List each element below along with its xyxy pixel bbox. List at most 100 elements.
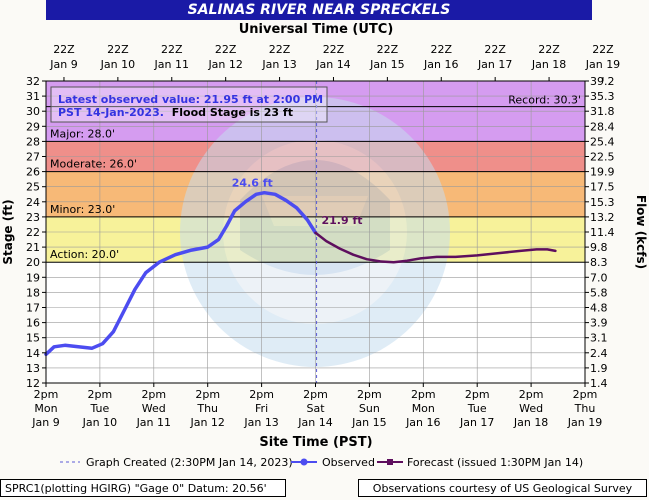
top-tick-time: 22Z [215, 43, 237, 56]
bottom-tick-day: Mon [412, 402, 435, 415]
left-tick-label: 17 [26, 302, 40, 315]
right-tick-label: 22.5 [590, 151, 615, 164]
left-tick-label: 27 [26, 151, 40, 164]
bottom-tick-time: 2pm [195, 388, 220, 401]
top-tick-time: 22Z [53, 43, 75, 56]
right-axis-title: Flow (kcfs) [634, 195, 648, 269]
top-tick-time: 22Z [107, 43, 129, 56]
bottom-tick-date: Jan 11 [136, 416, 171, 429]
right-tick-label: 3.9 [590, 317, 608, 330]
bottom-tick-date: Jan 19 [567, 416, 602, 429]
bottom-tick-date: Jan 9 [31, 416, 59, 429]
left-tick-label: 20 [26, 256, 40, 269]
bottom-tick-time: 2pm [573, 388, 598, 401]
bottom-tick-day: Thu [196, 402, 218, 415]
right-tick-label: 11.4 [590, 226, 615, 239]
top-tick-date: Jan 14 [315, 58, 350, 71]
bottom-tick-time: 2pm [303, 388, 328, 401]
observed-series-line [44, 190, 318, 357]
flood-zone-label: Minor: 23.0' [50, 203, 115, 216]
right-tick-label: 19.9 [590, 166, 615, 179]
top-tick-time: 22Z [484, 43, 506, 56]
peak-label: 24.6 ft [232, 177, 273, 190]
bottom-tick-day: Wed [142, 402, 166, 415]
credit-footer: Observations courtesy of US Geological S… [358, 479, 647, 497]
left-tick-label: 29 [26, 120, 40, 133]
right-tick-label: 25.4 [590, 135, 615, 148]
bottom-tick-date: Jan 12 [189, 416, 224, 429]
right-tick-label: 39.2 [590, 75, 615, 88]
top-tick-date: Jan 9 [49, 58, 77, 71]
top-tick-time: 22Z [269, 43, 291, 56]
bottom-tick-day: Tue [90, 402, 110, 415]
top-tick-time: 22Z [377, 43, 399, 56]
bottom-tick-time: 2pm [141, 388, 166, 401]
forecast-series-line [314, 231, 557, 264]
flood-zone-label: Major: 28.0' [50, 127, 115, 140]
right-tick-label: 9.8 [590, 241, 608, 254]
right-tick-label: 13.2 [590, 211, 615, 224]
top-tick-date: Jan 17 [477, 58, 512, 71]
left-tick-label: 16 [26, 317, 40, 330]
left-tick-label: 24 [26, 196, 40, 209]
hydrograph-chart: Universal Time (UTC) 22Z Jan 9 22Z Jan 10 22… [1, 22, 648, 469]
left-tick-label: 14 [26, 347, 40, 360]
latest-value-label: 21.9 ft [322, 214, 363, 227]
bottom-tick-day: Sun [359, 402, 380, 415]
right-tick-label: 1.4 [590, 377, 608, 390]
latest-value-line1: Latest observed value: 21.95 ft at 2:00 … [58, 93, 323, 106]
bottom-tick-time: 2pm [357, 388, 382, 401]
left-tick-label: 21 [26, 241, 40, 254]
left-tick-label: 26 [26, 166, 40, 179]
bottom-tick-time: 2pm [249, 388, 274, 401]
bottom-tick-date: Jan 14 [297, 416, 332, 429]
left-tick-label: 28 [26, 135, 40, 148]
peak-annotations: 24.6 ft 21.9 ft [232, 177, 363, 227]
latest-value-box [50, 86, 328, 123]
datum-footer: SPRC1(plotting HGIRG) "Gage 0" Datum: 20… [0, 479, 286, 497]
chart-legend: Graph Created (2:30PM Jan 14, 2023) Obse… [60, 456, 583, 469]
right-tick-label: 31.8 [590, 105, 615, 118]
bottom-tick-date: Jan 18 [513, 416, 548, 429]
top-tick-date: Jan 10 [100, 58, 135, 71]
right-tick-label: 3.1 [590, 332, 608, 345]
top-tick-time: 22Z [592, 43, 614, 56]
bottom-tick-date: Jan 16 [405, 416, 440, 429]
bottom-tick-time: 2pm [519, 388, 544, 401]
flood-stage-text: Flood Stage is 23 ft [172, 106, 293, 119]
top-tick-date: Jan 18 [531, 58, 566, 71]
left-tick-label: 18 [26, 286, 40, 299]
bottom-tick-date: Jan 17 [459, 416, 494, 429]
left-tick-label: 12 [26, 377, 40, 390]
chart-title: SALINAS RIVER NEAR SPRECKELS [46, 0, 592, 20]
bottom-tick-date: Jan 13 [243, 416, 278, 429]
right-tick-label: 17.5 [590, 181, 615, 194]
left-tick-label: 13 [26, 362, 40, 375]
top-tick-date: Jan 11 [154, 58, 189, 71]
bottom-tick-day: Thu [574, 402, 596, 415]
left-tick-label: 19 [26, 271, 40, 284]
top-tick-time: 22Z [161, 43, 183, 56]
bottom-tick-time: 2pm [411, 388, 436, 401]
bottom-tick-day: Wed [519, 402, 543, 415]
record-label: Record: 30.3' [508, 94, 581, 107]
legend-observed: Observed [322, 456, 375, 469]
bottom-tick-day: Mon [34, 402, 57, 415]
top-tick-date: Jan 16 [423, 58, 458, 71]
right-tick-label: 5.8 [590, 286, 608, 299]
bottom-tick-time: 2pm [34, 388, 59, 401]
left-tick-label: 15 [26, 332, 40, 345]
legend-forecast-marker [387, 459, 393, 465]
latest-value-date: PST 14-Jan-2023. [58, 106, 164, 119]
top-tick-time: 22Z [538, 43, 560, 56]
top-tick-date: Jan 15 [369, 58, 404, 71]
left-tick-label: 25 [26, 181, 40, 194]
right-tick-label: 15.3 [590, 196, 615, 209]
top-axis-title: Universal Time (UTC) [239, 22, 394, 37]
left-tick-label: 22 [26, 226, 40, 239]
bottom-tick-date: Jan 15 [351, 416, 386, 429]
flood-zone-label: Moderate: 26.0' [50, 158, 137, 171]
left-tick-label: 23 [26, 211, 40, 224]
top-tick-time: 22Z [430, 43, 452, 56]
